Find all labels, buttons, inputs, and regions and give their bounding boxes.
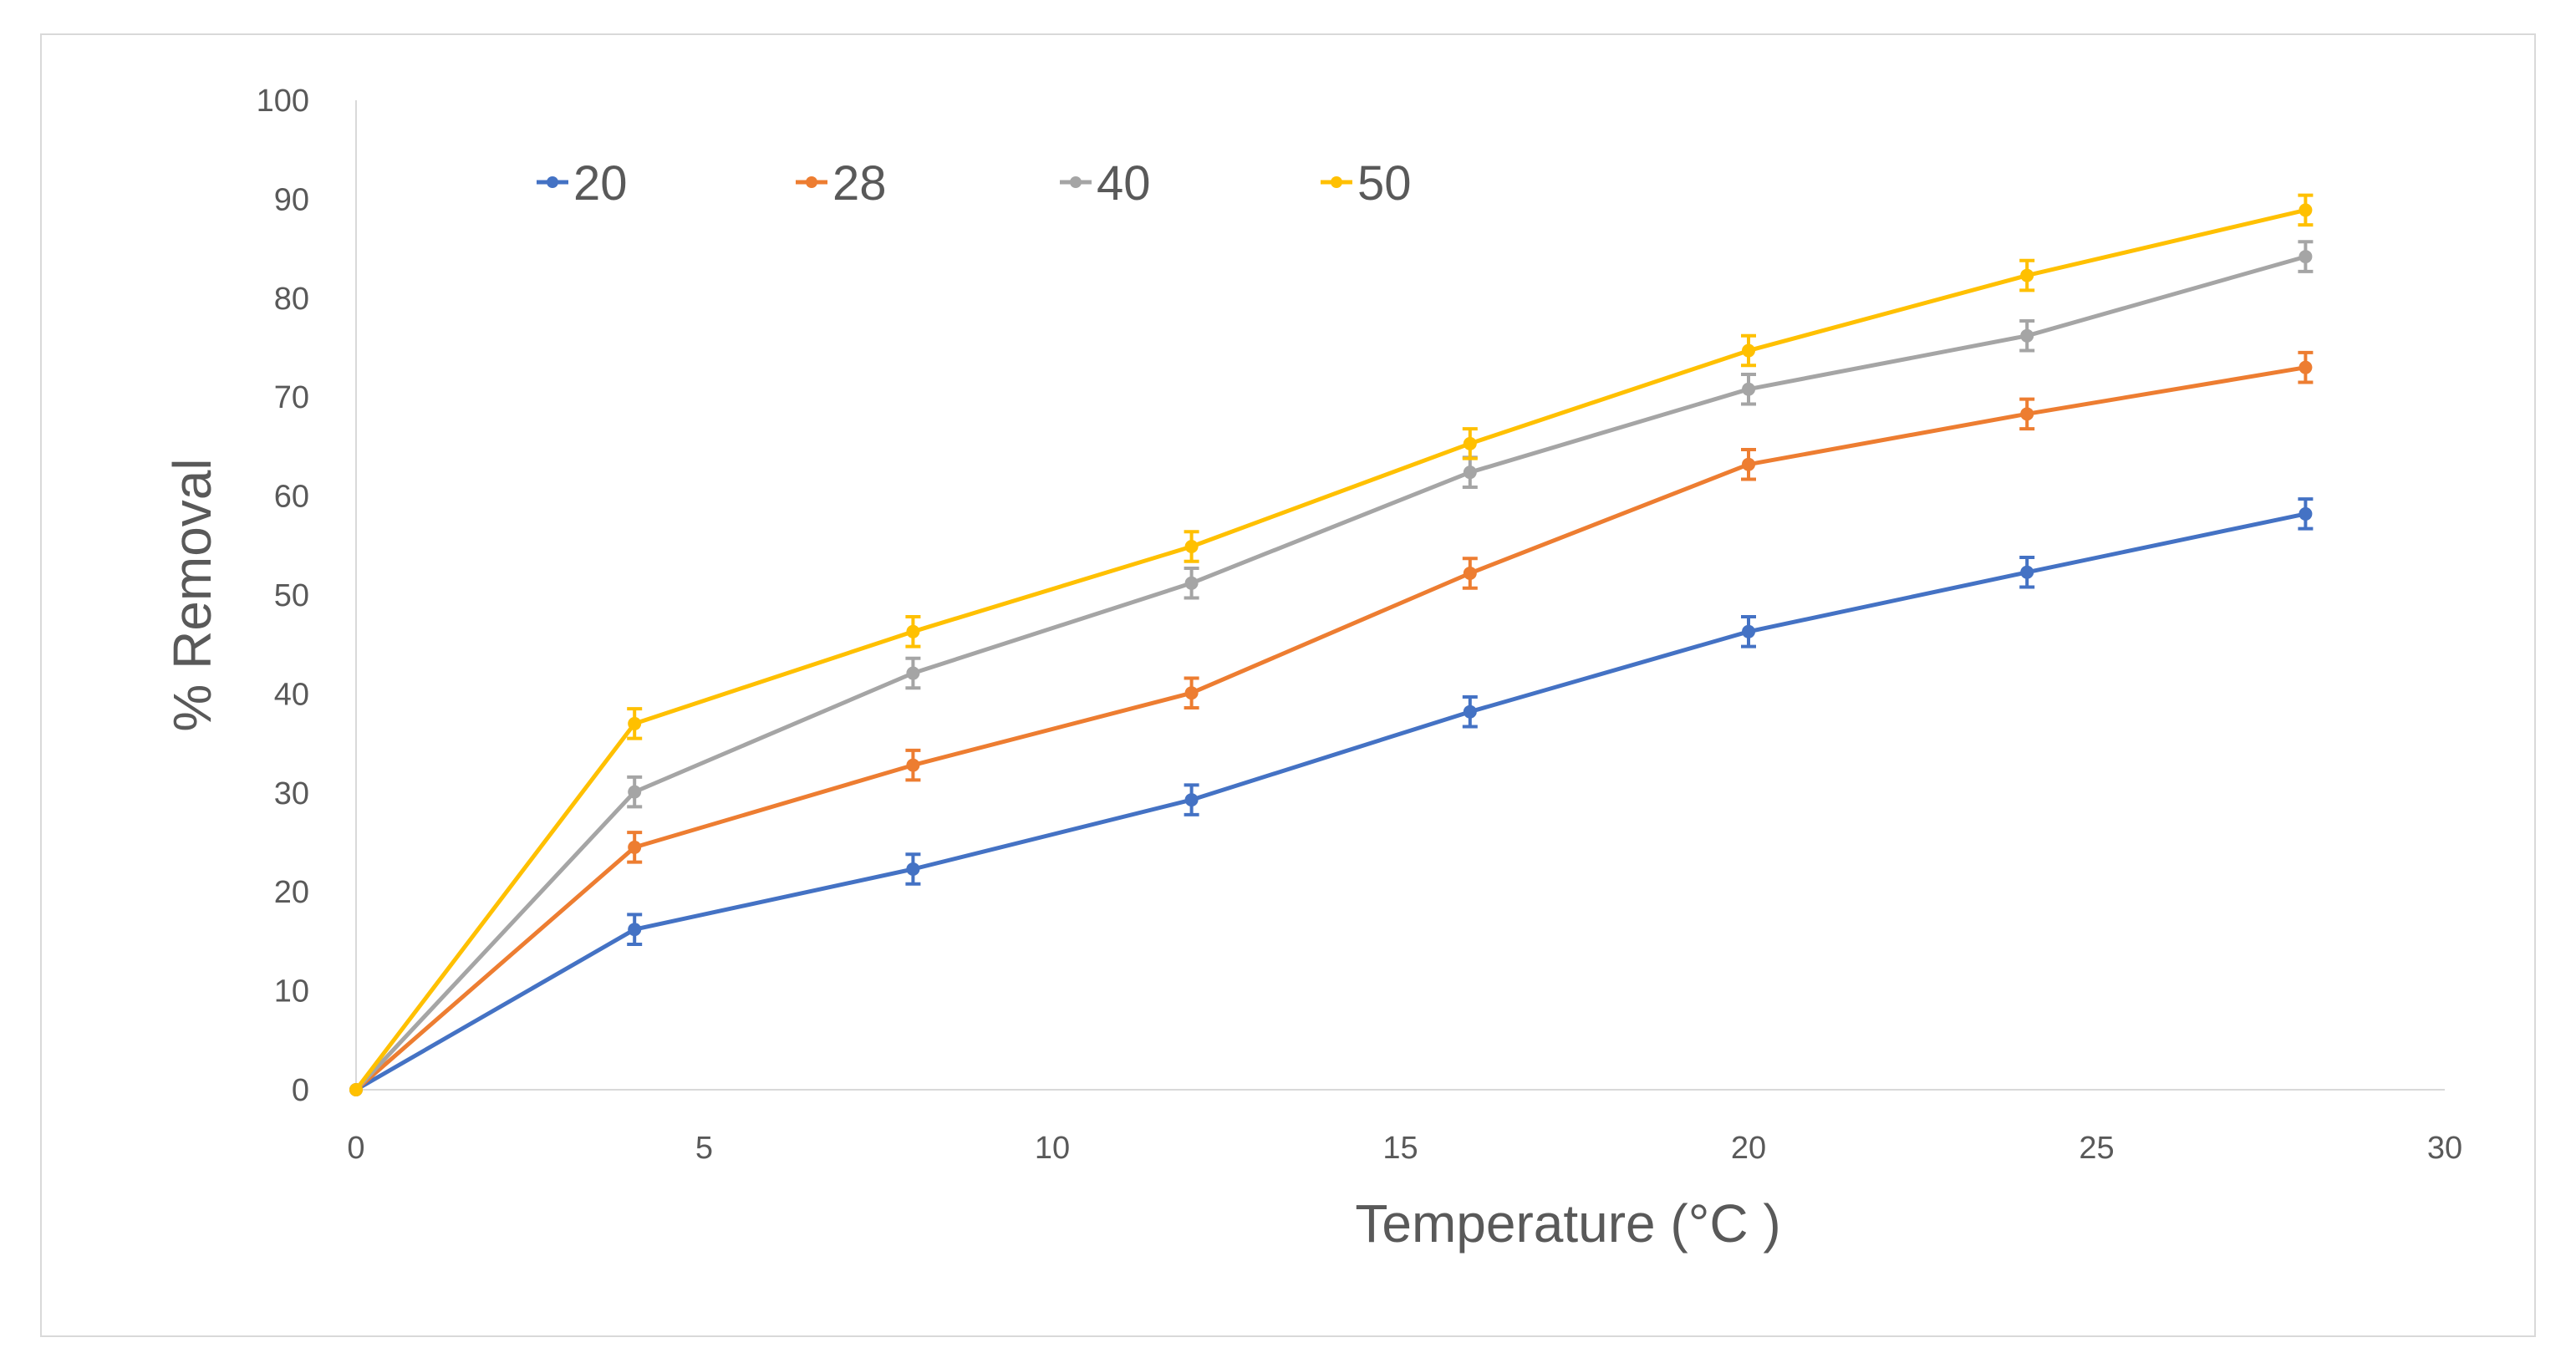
x-tick-label: 15 bbox=[1382, 1131, 1418, 1166]
data-point bbox=[1463, 704, 1477, 719]
legend-item-50: 50 bbox=[1321, 156, 1412, 211]
legend: 20 28 40 50 bbox=[537, 156, 1412, 211]
axes bbox=[355, 100, 2445, 1091]
data-point bbox=[2299, 250, 2313, 264]
x-tick-label: 0 bbox=[347, 1131, 364, 1166]
data-point bbox=[1184, 576, 1199, 590]
y-tick-label: 80 bbox=[274, 282, 309, 317]
data-point bbox=[628, 785, 642, 799]
data-point bbox=[349, 1083, 363, 1096]
x-tick-label: 5 bbox=[695, 1131, 713, 1166]
x-tick-label: 10 bbox=[1035, 1131, 1070, 1166]
data-point bbox=[2020, 268, 2034, 282]
legend-label: 28 bbox=[832, 156, 887, 211]
series-line-28 bbox=[354, 365, 2306, 1091]
data-point bbox=[628, 840, 642, 854]
series-line-40 bbox=[354, 254, 2307, 1091]
legend-marker bbox=[547, 176, 558, 188]
y-tick-label: 70 bbox=[274, 380, 309, 415]
data-point bbox=[1463, 436, 1477, 450]
y-tick-label: 100 bbox=[257, 84, 309, 119]
data-point bbox=[906, 862, 920, 876]
y-tick-label: 10 bbox=[274, 974, 309, 1010]
data-point bbox=[1463, 566, 1477, 580]
y-tick-label: 20 bbox=[274, 875, 309, 910]
series-line-20 bbox=[354, 511, 2306, 1092]
x-axis-title: Temperature (°C ) bbox=[1355, 1193, 1780, 1254]
chart-frame bbox=[40, 33, 2536, 1337]
series-28 bbox=[349, 350, 2314, 1096]
legend-item-20: 20 bbox=[537, 156, 628, 211]
data-point bbox=[1184, 793, 1199, 807]
data-point bbox=[1742, 343, 1755, 358]
data-point bbox=[906, 624, 920, 638]
y-tick-label: 40 bbox=[274, 677, 309, 712]
data-point bbox=[1184, 539, 1199, 553]
data-point bbox=[2020, 565, 2034, 579]
data-point bbox=[628, 923, 642, 937]
series-50 bbox=[349, 193, 2314, 1096]
data-point bbox=[628, 716, 642, 730]
data-point bbox=[1463, 465, 1477, 480]
legend-label: 20 bbox=[573, 156, 628, 211]
x-tick-label: 25 bbox=[2079, 1131, 2114, 1166]
legend-marker bbox=[1331, 176, 1342, 188]
y-tick-label: 90 bbox=[274, 182, 309, 217]
data-point bbox=[1742, 382, 1755, 396]
x-tick-label: 30 bbox=[2427, 1131, 2462, 1166]
series-20 bbox=[349, 497, 2314, 1096]
legend-item-28: 28 bbox=[796, 156, 887, 211]
data-point bbox=[1742, 457, 1755, 471]
x-tick-label: 20 bbox=[1731, 1131, 1766, 1166]
x-tick-labels: 0 5 10 15 20 25 30 bbox=[347, 1131, 2462, 1166]
data-point bbox=[2020, 328, 2034, 343]
legend-marker bbox=[1070, 176, 1082, 188]
data-point bbox=[2020, 407, 2034, 421]
data-point bbox=[1184, 686, 1199, 700]
data-point bbox=[2299, 203, 2313, 217]
series-line-50 bbox=[354, 207, 2306, 1091]
legend-label: 50 bbox=[1357, 156, 1412, 211]
data-point bbox=[1742, 624, 1755, 638]
y-tick-label: 60 bbox=[274, 480, 309, 515]
y-axis-title: % Removal bbox=[162, 458, 222, 731]
data-point bbox=[906, 758, 920, 772]
data-point bbox=[2299, 506, 2313, 521]
y-tick-label: 0 bbox=[292, 1073, 309, 1108]
series-40 bbox=[349, 240, 2314, 1096]
legend-marker bbox=[806, 176, 817, 188]
data-point bbox=[2299, 360, 2313, 374]
legend-label: 40 bbox=[1097, 156, 1151, 211]
legend-item-40: 40 bbox=[1060, 156, 1151, 211]
y-tick-label: 50 bbox=[274, 578, 309, 613]
y-tick-label: 30 bbox=[274, 776, 309, 811]
data-point bbox=[906, 666, 920, 680]
y-tick-labels: 0 10 20 30 40 50 60 70 80 90 100 bbox=[257, 84, 309, 1108]
series-lines bbox=[349, 193, 2314, 1096]
